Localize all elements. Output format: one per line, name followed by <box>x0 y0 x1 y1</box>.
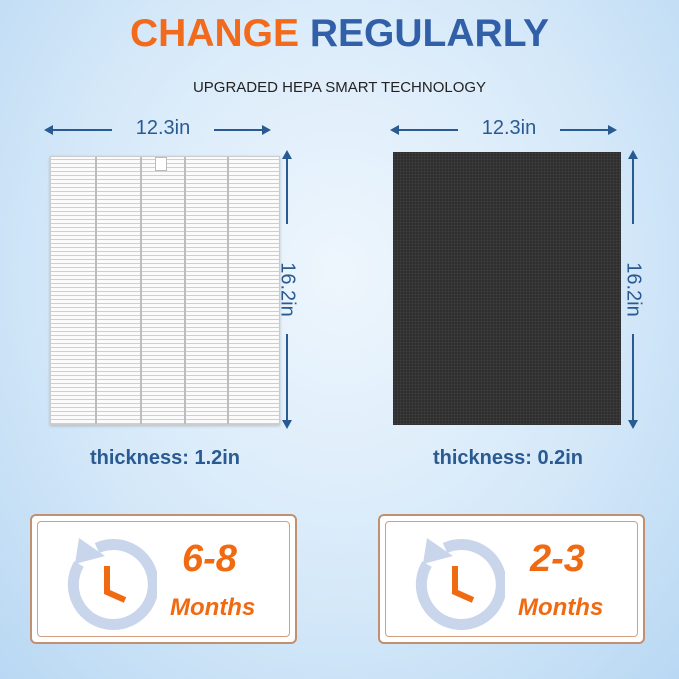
hepa-interval-unit: Months <box>170 594 256 621</box>
subtitle: UPGRADED HEPA SMART TECHNOLOGY <box>192 79 487 96</box>
dimension-line <box>286 156 288 224</box>
hepa-filter-image <box>50 156 280 425</box>
arrow-left-icon <box>390 125 399 135</box>
carbon-interval-unit: Months <box>518 594 604 621</box>
dimension-line <box>50 129 112 131</box>
arrow-left-icon <box>44 125 53 135</box>
clock-rotate-icon <box>67 538 157 630</box>
carbon-interval: 2-3 <box>530 538 585 580</box>
dimension-line <box>286 334 288 422</box>
arrow-right-icon <box>608 125 617 135</box>
carbon-filter-image <box>393 152 621 425</box>
dimension-line <box>396 129 458 131</box>
carbon-width-label: 12.3in <box>481 117 537 139</box>
hepa-interval: 6-8 <box>182 538 237 580</box>
page-title: CHANGE REGULARLY <box>130 12 549 55</box>
carbon-replacement-card: 2-3 Months <box>378 514 645 644</box>
dimension-line <box>560 129 610 131</box>
hepa-width-label: 12.3in <box>135 117 191 139</box>
clock-rotate-icon <box>415 538 505 630</box>
arrow-down-icon <box>628 420 638 429</box>
carbon-height-label: 16.2in <box>622 262 645 317</box>
arrow-up-icon <box>282 150 292 159</box>
hepa-replacement-card: 6-8 Months <box>30 514 297 644</box>
dimension-line <box>632 334 634 422</box>
hepa-thickness: thickness: 1.2in <box>89 447 241 469</box>
arrow-up-icon <box>628 150 638 159</box>
arrow-down-icon <box>282 420 292 429</box>
arrow-right-icon <box>262 125 271 135</box>
carbon-thickness: thickness: 0.2in <box>432 447 584 469</box>
dimension-line <box>214 129 264 131</box>
dimension-line <box>632 156 634 224</box>
